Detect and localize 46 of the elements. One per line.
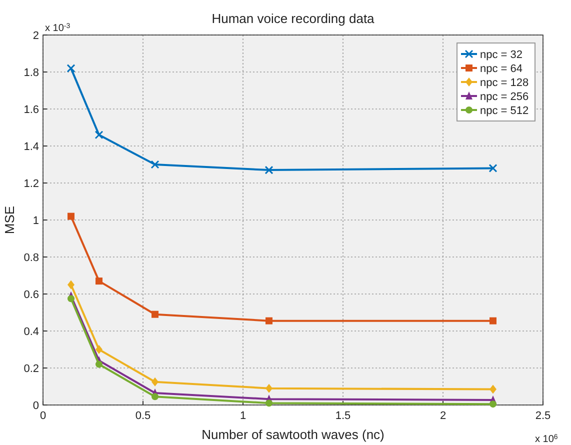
text: x 10$^{-3}$	[45, 22, 70, 34]
legend-label: npc = 512	[480, 105, 529, 117]
x-tick-label: 2.5	[535, 410, 551, 422]
y-tick-label: 0.8	[24, 252, 39, 264]
legend-label: npc = 128	[480, 77, 529, 89]
point	[490, 317, 496, 324]
x-tick-label: 0.5	[135, 410, 151, 422]
y-tick-label: 1.2	[24, 178, 39, 190]
point	[68, 295, 74, 302]
y-tick-label: 0	[32, 400, 39, 412]
y-tick-label: 1.4	[24, 141, 39, 153]
point	[66, 64, 76, 73]
y-tick-label: 1	[32, 215, 39, 227]
point	[68, 212, 74, 220]
x-tick-label: 2	[440, 410, 446, 422]
y-axis-title: MSE	[2, 206, 17, 234]
point	[68, 280, 74, 290]
y-tick-label: 1.6	[24, 104, 39, 116]
point	[266, 400, 272, 407]
point	[490, 400, 496, 408]
y-tick-label: 0.2	[24, 363, 39, 375]
point	[488, 164, 498, 172]
point	[490, 384, 496, 394]
legend-label: npc = 32	[480, 49, 523, 61]
point	[152, 310, 158, 318]
y-tick-label: 1.8	[24, 67, 39, 79]
y-tick-label: 0.6	[24, 289, 39, 301]
point	[152, 377, 158, 386]
x-tick-label: 1	[240, 410, 246, 422]
point	[264, 166, 274, 174]
point	[96, 278, 102, 285]
y-tick-label: 0.4	[24, 326, 39, 338]
point	[94, 130, 104, 140]
chart-title: Human voice recording data	[212, 11, 376, 26]
point	[96, 345, 102, 354]
point	[150, 160, 160, 169]
point	[96, 360, 102, 368]
point	[266, 317, 272, 324]
text: x 10$^{6}$	[535, 434, 558, 445]
x-tick-label: 1.5	[335, 410, 351, 422]
point	[152, 393, 158, 400]
legend-label: npc = 256	[480, 91, 529, 103]
point	[266, 384, 272, 393]
y-tick-label: 2	[32, 30, 39, 42]
legend-label: npc = 64	[480, 63, 523, 75]
x-axis-title: Number of sawtooth waves (nc)	[202, 427, 384, 442]
